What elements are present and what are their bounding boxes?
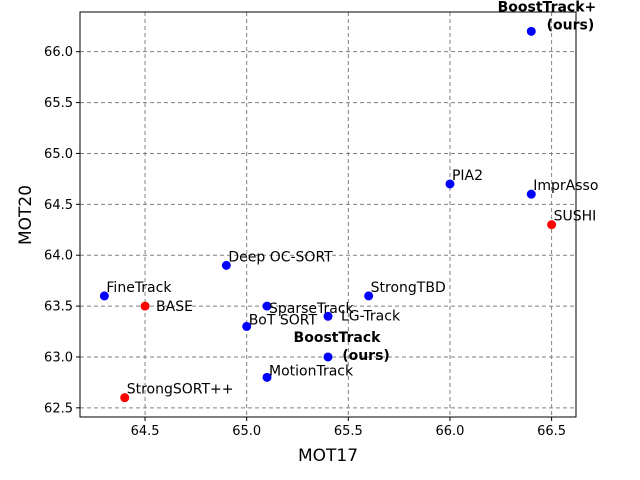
y-axis-title: MOT20 (16, 185, 36, 245)
point-sparsetrack (262, 301, 272, 311)
tick-layer: 64.5 65.0 65.5 66.0 66.5 62.5 63.0 63.5 64.0 64.5… (44, 45, 566, 439)
label-lg-track: LG-Track (341, 308, 401, 324)
grid-layer (80, 12, 576, 417)
point-deep-oc-sort (221, 260, 231, 270)
label-strongtbd: StrongTBD (371, 280, 446, 296)
point-lg-track (323, 311, 333, 321)
label-deep-oc-sort: Deep OC-SORT (228, 249, 333, 265)
point-bot-sort (242, 321, 252, 331)
point-base (140, 301, 150, 311)
label-layer: BoostTrack+ (ours) PIA2 ImprAsso SUSHI Deep O… (106, 0, 598, 398)
y-tick-label: 62.5 (44, 401, 73, 416)
point-layer (99, 26, 557, 403)
point-strongtbd (364, 291, 374, 301)
y-tick-label: 63.0 (44, 350, 73, 365)
y-tick-label: 65.5 (44, 96, 73, 111)
point-pia2 (445, 179, 455, 189)
label-imprasso: ImprAsso (533, 178, 598, 194)
point-finetrack (99, 291, 109, 301)
label-base: BASE (156, 299, 193, 315)
label-boosttrack-ours-line-2: (ours) (342, 348, 390, 364)
label-finetrack: FineTrack (106, 280, 172, 296)
y-tick-label: 63.5 (44, 300, 73, 315)
y-tick-label: 66.0 (44, 45, 73, 60)
label-boosttrack-ours-line-1: BoostTrack (294, 330, 382, 346)
x-tick-label: 66.0 (435, 424, 464, 439)
label-sushi: SUSHI (554, 209, 597, 225)
point-motiontrack (262, 372, 272, 382)
y-tick-label: 64.0 (44, 249, 73, 264)
y-tick-label: 65.0 (44, 147, 73, 162)
x-axis-title: MOT17 (298, 446, 358, 466)
label-strongsort: StrongSORT++ (127, 382, 234, 398)
label-boosttrack-ours-line-1: BoostTrack+ (498, 0, 597, 15)
point-strongsort (120, 393, 130, 403)
label-motiontrack: MotionTrack (269, 363, 354, 379)
label-bot-sort: BoT SORT (249, 312, 318, 328)
label-boosttrack-ours-line-2: (ours) (547, 17, 595, 33)
point-boosttrack-ours (526, 26, 536, 36)
y-tick-label: 64.5 (44, 198, 73, 213)
point-imprasso (526, 189, 536, 199)
label-sparsetrack: SparseTrack (269, 301, 355, 317)
label-pia2: PIA2 (452, 168, 483, 184)
point-boosttrack-ours (323, 352, 333, 362)
x-tick-label: 64.5 (131, 424, 160, 439)
x-tick-label: 66.5 (537, 424, 566, 439)
point-sushi (547, 220, 557, 230)
x-tick-label: 65.0 (232, 424, 261, 439)
x-tick-label: 65.5 (334, 424, 363, 439)
plot-frame (79, 11, 577, 418)
